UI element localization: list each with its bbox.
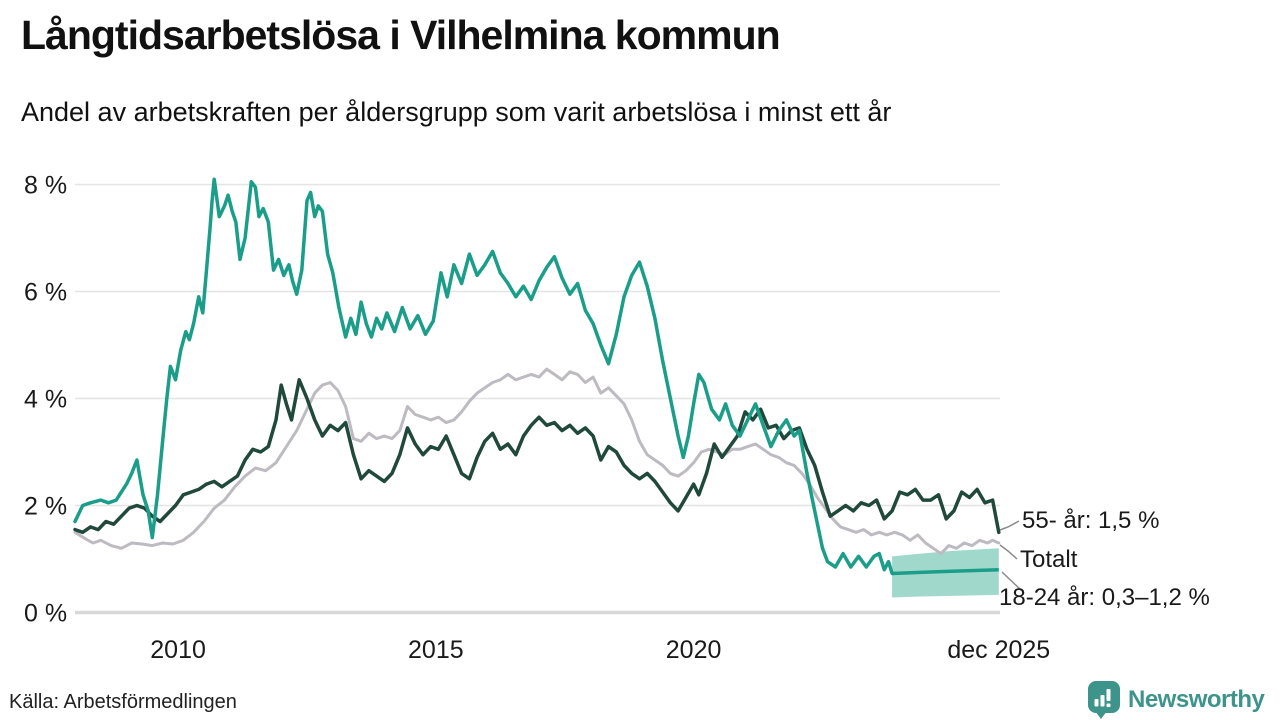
annotation-leader-lines [999, 520, 1023, 592]
page-title: Långtidsarbetslösa i Vilhelmina kommun [21, 12, 781, 58]
series-line-18-24-r [73, 177, 894, 576]
y-tick-label: 4 % [24, 386, 67, 414]
page-subtitle: Andel av arbetskraften per åldersgrupp s… [21, 97, 892, 127]
series-line-totalt [73, 367, 1001, 556]
x-tick-label: 2020 [666, 636, 722, 664]
x-tick-label: 2015 [408, 636, 464, 664]
newsworthy-logo[interactable]: Newsworthy [1086, 680, 1265, 720]
newsworthy-logo-icon [1088, 681, 1120, 719]
y-tick-label: 2 % [24, 493, 67, 521]
leader-line-totalt [999, 544, 1018, 560]
annotation-totalt: Totalt [1020, 546, 1078, 573]
axis-ticks-layer: 0 % 2 % 4 % 6 % 8 % 2010 2015 2020 dec 2025 [24, 172, 1050, 665]
source-note: Källa: Arbetsförmedlingen [9, 691, 237, 713]
series-line-55-r [73, 378, 1001, 535]
leader-line-18-24 [1001, 571, 1023, 592]
y-tick-label: 0 % [24, 600, 67, 628]
series-lines-layer [73, 177, 1001, 576]
annotation-55-ar: 55- år: 1,5 % [1022, 507, 1160, 534]
x-tick-label: 2010 [150, 636, 206, 664]
leader-line-55 [999, 520, 1020, 531]
forecast-band-layer [892, 548, 999, 598]
x-tick-label: dec 2025 [947, 636, 1050, 664]
grid-layer [75, 183, 1000, 615]
forecast-center-line [892, 567, 999, 576]
newsworthy-logo-text: Newsworthy [1128, 686, 1265, 713]
y-tick-label: 6 % [24, 279, 67, 307]
annotation-18-24-ar: 18-24 år: 0,3–1,2 % [999, 584, 1210, 611]
y-tick-label: 8 % [24, 172, 67, 200]
